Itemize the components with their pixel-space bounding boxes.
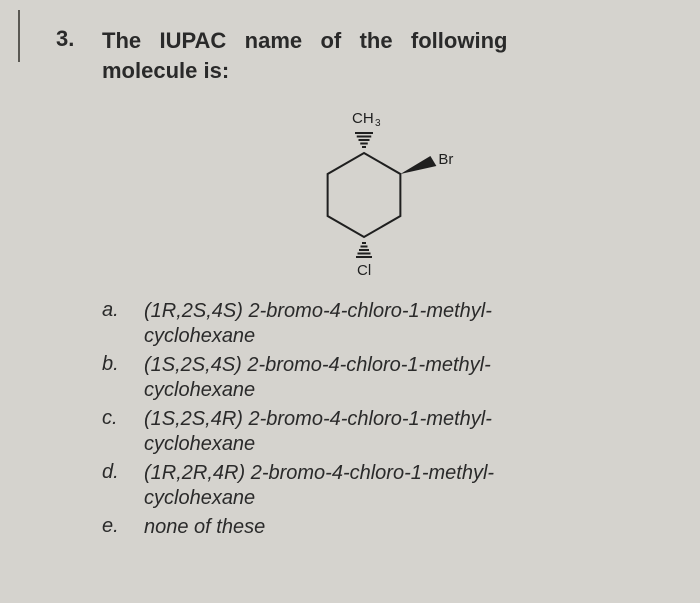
molecule-svg: CH3 Br Cl (279, 95, 479, 285)
answer-row: d.(1R,2R,4R) 2-bromo-4-chloro-1-methyl-c… (102, 461, 656, 511)
answer-row: e.none of these (102, 515, 656, 540)
question-title: The IUPAC name of the following molecule… (102, 26, 656, 85)
answer-row: c.(1S,2S,4R) 2-bromo-4-chloro-1-methyl-c… (102, 407, 656, 457)
answer-letter: d. (102, 461, 144, 484)
answer-text: none of these (144, 515, 656, 540)
answer-letter: a. (102, 299, 144, 322)
answer-letter: b. (102, 353, 144, 376)
molecule-diagram: CH3 Br Cl (102, 95, 656, 285)
left-edge-mark (18, 10, 20, 62)
answer-text: (1R,2R,4R) 2-bromo-4-chloro-1-methyl-cyc… (144, 461, 656, 511)
answer-letter: e. (102, 515, 144, 538)
svg-text:Br: Br (438, 151, 453, 168)
svg-text:Cl: Cl (357, 262, 371, 279)
answer-letter: c. (102, 407, 144, 430)
answer-row: a.(1R,2S,4S) 2-bromo-4-chloro-1-methyl-c… (102, 299, 656, 349)
svg-text:3: 3 (375, 118, 381, 129)
answers-list: a.(1R,2S,4S) 2-bromo-4-chloro-1-methyl-c… (102, 299, 656, 540)
answer-text: (1S,2S,4R) 2-bromo-4-chloro-1-methyl-cyc… (144, 407, 656, 457)
answer-text: (1S,2S,4S) 2-bromo-4-chloro-1-methyl-cyc… (144, 353, 656, 403)
answer-text: (1R,2S,4S) 2-bromo-4-chloro-1-methyl-cyc… (144, 299, 656, 349)
question-body: The IUPAC name of the following molecule… (102, 26, 656, 544)
question-row: 3. The IUPAC name of the following molec… (56, 26, 656, 544)
svg-text:CH: CH (352, 110, 374, 127)
answer-row: b.(1S,2S,4S) 2-bromo-4-chloro-1-methyl-c… (102, 353, 656, 403)
question-number: 3. (56, 26, 102, 52)
